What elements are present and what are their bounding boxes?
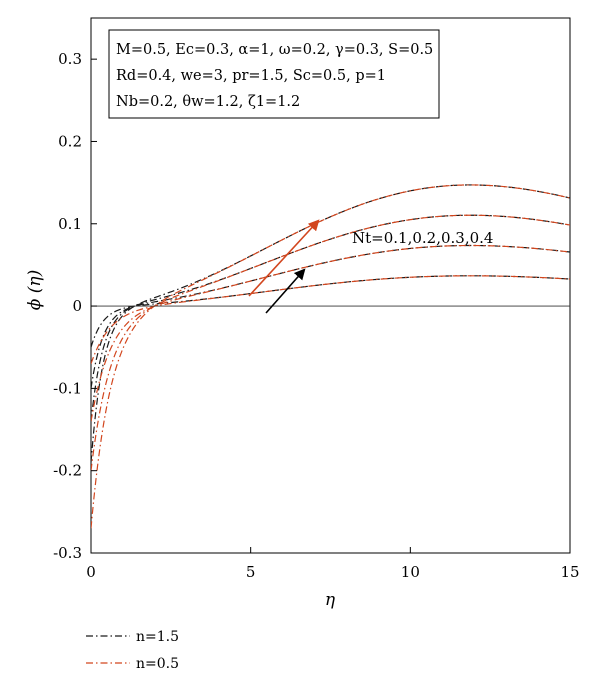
series-line-n-1-5-nt-0.4 bbox=[91, 184, 570, 463]
series-line-n-0-5-nt-0.4 bbox=[91, 184, 570, 529]
tick-group: 0 5 10 15 -0.3 -0.2 -0.1 0 0.1 0.2 0.3 bbox=[53, 50, 579, 581]
parameter-line-2: Rd=0.4, we=3, pr=1.5, Sc=0.5, p=1 bbox=[116, 68, 386, 84]
legend: n=1.5 n=0.5 bbox=[86, 629, 179, 672]
parameter-line-3: Nb=0.2, θw=1.2, ζ1=1.2 bbox=[116, 94, 300, 110]
series-line-n-0-5-nt-0.3 bbox=[91, 214, 570, 471]
y-axis-label: ϕ (η) bbox=[25, 270, 45, 310]
series-line-n-0-5-nt-0.2 bbox=[91, 244, 570, 422]
y-tick-label: -0.2 bbox=[53, 462, 82, 480]
y-tick-label: 0.3 bbox=[58, 50, 82, 68]
series-line-n-1-5-nt-0.1 bbox=[91, 275, 570, 348]
trend-arrow-black bbox=[265, 268, 306, 314]
y-tick-label: 0.2 bbox=[58, 132, 82, 150]
y-tick-label: -0.1 bbox=[53, 379, 82, 397]
legend-label-n0-5: n=0.5 bbox=[136, 656, 179, 672]
series-line-n-1-5-nt-0.2 bbox=[91, 244, 570, 389]
parameter-box: M=0.5, Ec=0.3, α=1, ω=0.2, γ=0.3, S=0.5 … bbox=[108, 29, 440, 119]
plot-area bbox=[90, 17, 571, 554]
series-group bbox=[91, 184, 570, 529]
parameter-line-1: M=0.5, Ec=0.3, α=1, ω=0.2, γ=0.3, S=0.5 bbox=[116, 42, 433, 58]
trend-arrow-red bbox=[248, 219, 320, 297]
series-line-n-0-5-nt-0.1 bbox=[91, 275, 570, 364]
nt-annotation: Nt=0.1,0.2,0.3,0.4 bbox=[352, 229, 493, 247]
y-tick-label: 0.1 bbox=[58, 215, 82, 233]
series-line-n-1-5-nt-0.3 bbox=[91, 214, 570, 422]
legend-label-n1-5: n=1.5 bbox=[136, 629, 179, 645]
y-tick-label: 0 bbox=[72, 297, 82, 315]
x-tick-label: 15 bbox=[560, 563, 579, 581]
x-tick-label: 10 bbox=[401, 563, 420, 581]
x-tick-label: 0 bbox=[86, 563, 96, 581]
x-axis-label: η bbox=[325, 590, 336, 610]
x-tick-label: 5 bbox=[246, 563, 256, 581]
y-tick-label: -0.3 bbox=[53, 544, 82, 562]
